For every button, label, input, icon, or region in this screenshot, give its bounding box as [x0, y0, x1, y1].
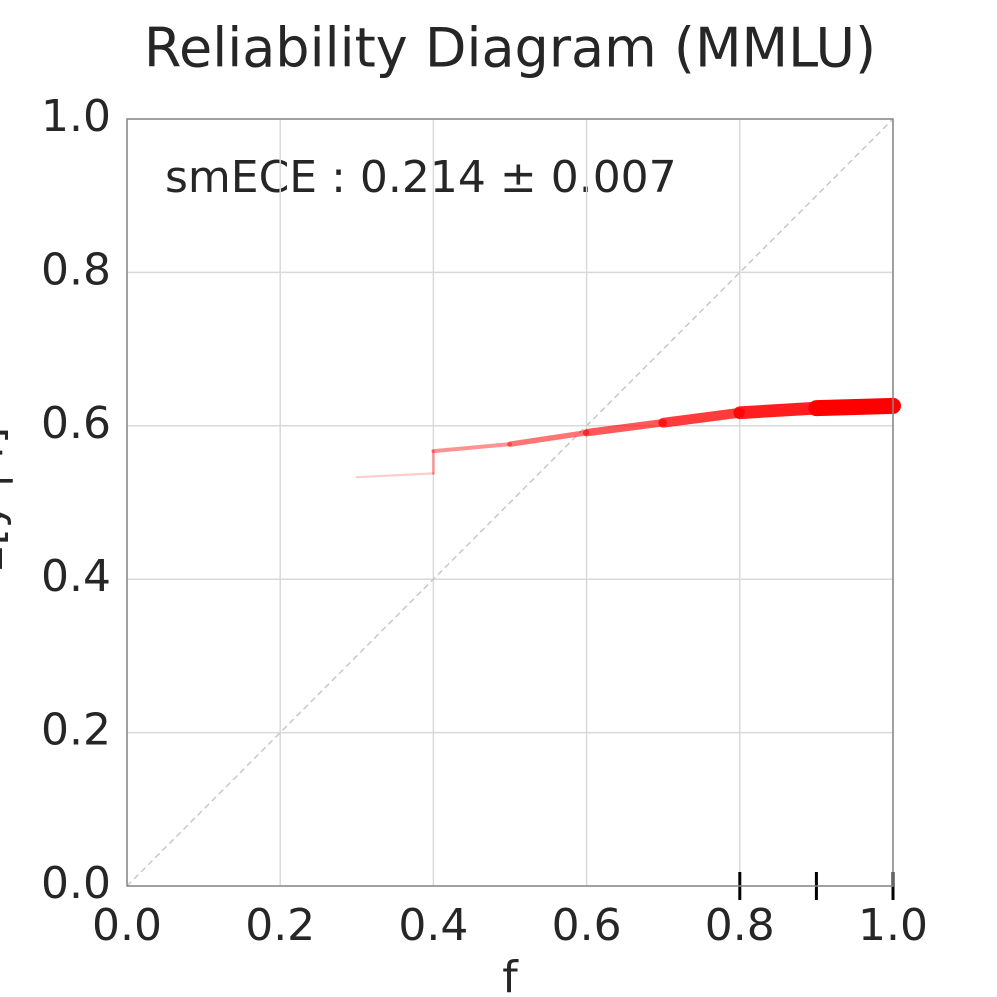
- x-tick-label: 0.0: [92, 900, 162, 951]
- diagonal: [126, 118, 894, 887]
- axes-frame: [126, 118, 894, 887]
- x-axis-label: f: [502, 952, 519, 997]
- marks: [355, 397, 901, 900]
- line-segment: [431, 442, 512, 454]
- x-tick-label: 0.4: [398, 900, 468, 951]
- y-tick-label: 0.2: [41, 705, 111, 756]
- annotation: smECE : 0.214 ± 0.007: [165, 152, 677, 203]
- y-tick-label: 0.6: [41, 398, 111, 449]
- y-tick-label: 0.4: [41, 551, 111, 602]
- x-tick-label: 1.0: [858, 900, 928, 951]
- line-segment: [355, 472, 435, 479]
- line-segment: [808, 397, 901, 417]
- y-axis-label: E[y | f]: [0, 427, 13, 573]
- y-tick-label: 0.0: [41, 858, 111, 909]
- x-tick-label: 0.8: [705, 900, 775, 951]
- line-segment: [733, 401, 823, 420]
- line-segment: [507, 429, 590, 447]
- y-tick-label: 1.0: [41, 91, 111, 142]
- line-segment: [658, 407, 745, 428]
- x-tick-label: 0.6: [552, 900, 622, 951]
- x-tick-label: 0.2: [245, 900, 315, 951]
- y-tick-label: 0.8: [41, 244, 111, 295]
- line-segment: [582, 418, 667, 437]
- chart-title: Reliability Diagram (MMLU): [144, 17, 876, 80]
